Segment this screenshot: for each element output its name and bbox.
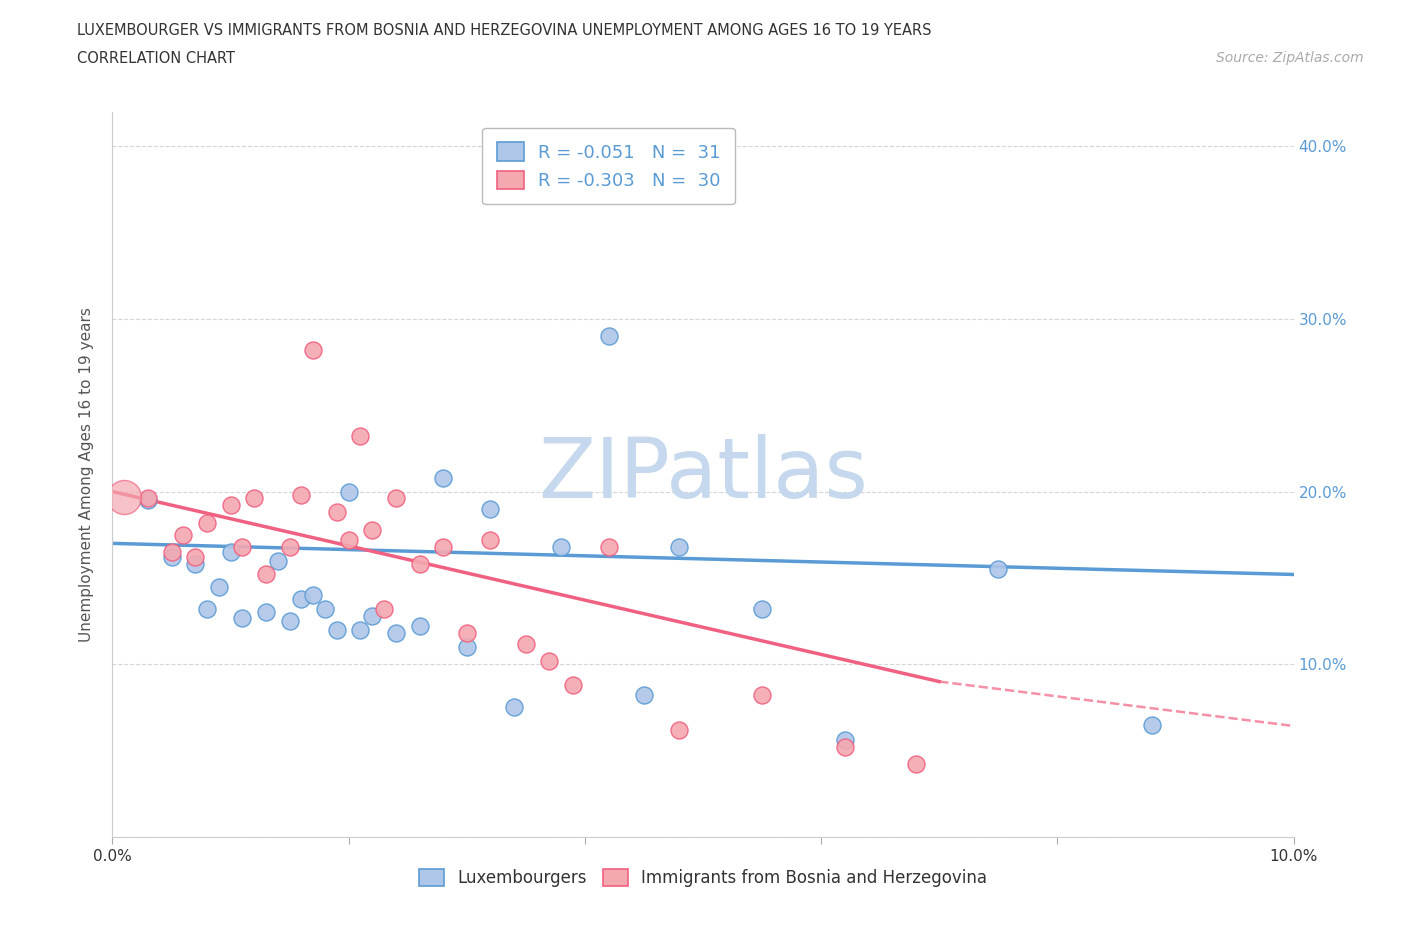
Point bbox=[337, 485, 360, 499]
Text: ZIPatlas: ZIPatlas bbox=[538, 433, 868, 515]
Text: LUXEMBOURGER VS IMMIGRANTS FROM BOSNIA AND HERZEGOVINA UNEMPLOYMENT AMONG AGES 1: LUXEMBOURGER VS IMMIGRANTS FROM BOSNIA A… bbox=[77, 23, 932, 38]
Point bbox=[184, 557, 207, 572]
Point bbox=[254, 567, 277, 582]
Point bbox=[302, 588, 325, 603]
Point bbox=[243, 491, 266, 506]
Point bbox=[349, 622, 371, 637]
Point bbox=[290, 591, 312, 606]
Point bbox=[432, 539, 454, 554]
Point bbox=[136, 493, 159, 508]
Point bbox=[598, 328, 620, 343]
Point bbox=[633, 688, 655, 703]
Point bbox=[219, 498, 242, 512]
Point bbox=[479, 533, 502, 548]
Point bbox=[1140, 717, 1163, 732]
Point bbox=[479, 501, 502, 516]
Point bbox=[668, 539, 690, 554]
Point bbox=[550, 539, 572, 554]
Point bbox=[326, 505, 349, 520]
Point bbox=[456, 640, 478, 655]
Point bbox=[267, 553, 290, 568]
Point bbox=[195, 515, 218, 530]
Point bbox=[326, 622, 349, 637]
Point bbox=[904, 757, 927, 772]
Point bbox=[456, 626, 478, 641]
Point bbox=[219, 545, 242, 560]
Point bbox=[751, 688, 773, 703]
Y-axis label: Unemployment Among Ages 16 to 19 years: Unemployment Among Ages 16 to 19 years bbox=[79, 307, 94, 642]
Point bbox=[432, 471, 454, 485]
Point bbox=[668, 723, 690, 737]
Point bbox=[302, 342, 325, 357]
Point bbox=[385, 491, 408, 506]
Point bbox=[385, 626, 408, 641]
Point bbox=[987, 562, 1010, 577]
Point bbox=[538, 654, 561, 669]
Point bbox=[254, 605, 277, 620]
Point bbox=[562, 678, 585, 693]
Point bbox=[195, 602, 218, 617]
Text: Source: ZipAtlas.com: Source: ZipAtlas.com bbox=[1216, 51, 1364, 65]
Point bbox=[751, 602, 773, 617]
Point bbox=[278, 614, 301, 629]
Point bbox=[349, 429, 371, 444]
Point bbox=[231, 539, 253, 554]
Point bbox=[361, 608, 384, 623]
Point bbox=[503, 700, 526, 715]
Point bbox=[361, 522, 384, 537]
Text: CORRELATION CHART: CORRELATION CHART bbox=[77, 51, 235, 66]
Point bbox=[337, 533, 360, 548]
Point bbox=[172, 527, 194, 542]
Point bbox=[231, 610, 253, 625]
Legend: Luxembourgers, Immigrants from Bosnia and Herzegovina: Luxembourgers, Immigrants from Bosnia an… bbox=[412, 862, 994, 894]
Point bbox=[515, 636, 537, 651]
Point bbox=[598, 539, 620, 554]
Point bbox=[834, 733, 856, 748]
Point bbox=[408, 618, 430, 633]
Point bbox=[408, 557, 430, 572]
Point bbox=[314, 602, 336, 617]
Point bbox=[278, 539, 301, 554]
Point bbox=[184, 550, 207, 565]
Point bbox=[112, 489, 135, 504]
Point bbox=[136, 491, 159, 506]
Point bbox=[373, 602, 395, 617]
Point bbox=[290, 487, 312, 502]
Point bbox=[160, 550, 183, 565]
Point bbox=[834, 739, 856, 754]
Point bbox=[208, 579, 231, 594]
Point bbox=[160, 545, 183, 560]
